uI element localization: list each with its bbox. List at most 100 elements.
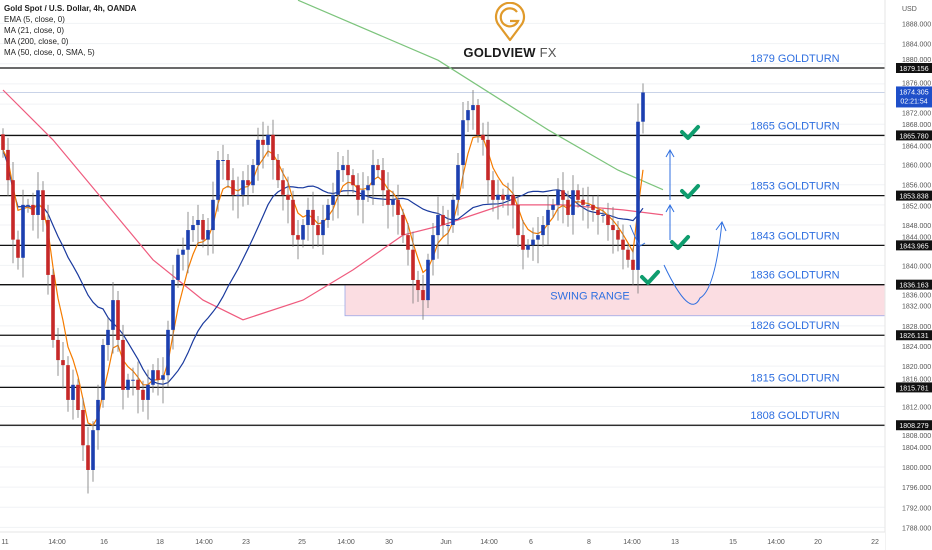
- y-tick-label: 1792.000: [902, 505, 931, 512]
- candle-down: [416, 279, 420, 291]
- current-price-tag: [896, 86, 932, 108]
- candle-down: [486, 139, 490, 181]
- candle-down: [386, 190, 390, 205]
- candle-down: [596, 209, 600, 215]
- candle-down: [616, 230, 620, 240]
- candle-up: [586, 204, 590, 206]
- candle-up: [126, 379, 130, 390]
- candle-down: [521, 235, 525, 250]
- candle-up: [36, 190, 40, 215]
- candle-up: [466, 110, 470, 121]
- candle-down: [501, 194, 505, 200]
- time-axis: [0, 532, 885, 550]
- candle-down: [566, 199, 570, 215]
- dip-arrow-icon: [629, 224, 646, 247]
- level-price-label: 1808.279: [899, 423, 928, 430]
- candle-down: [86, 445, 90, 470]
- candle-down: [311, 209, 315, 226]
- candle-down: [296, 235, 300, 240]
- indicator-ema5[interactable]: EMA (5, close, 0): [4, 15, 65, 24]
- logo-suffix: FX: [539, 45, 557, 60]
- goldturn-label: 1879 GOLDTURN: [750, 53, 839, 65]
- candle-up: [256, 139, 260, 166]
- candle-down: [421, 290, 425, 301]
- candle-down: [381, 170, 385, 191]
- candle-down: [516, 204, 520, 236]
- candle-down: [81, 409, 85, 446]
- candle-down: [46, 219, 50, 275]
- level-price-label: 1843.965: [899, 243, 928, 250]
- y-tick-label: 1824.000: [902, 344, 931, 351]
- up-arrow-icon: [665, 148, 675, 200]
- level-price-label: 1836.163: [899, 283, 928, 290]
- candle-up: [111, 300, 115, 330]
- goldturn-label: 1815 GOLDTURN: [750, 372, 839, 384]
- candle-up: [216, 160, 220, 200]
- candle-up: [96, 399, 100, 431]
- candle-up: [91, 430, 95, 470]
- candle-up: [526, 245, 530, 250]
- candle-up: [191, 225, 195, 231]
- candle-down: [76, 384, 80, 410]
- goldturn-label: 1853 GOLDTURN: [750, 181, 839, 193]
- indicator-ma50[interactable]: MA (50, close, 0, SMA, 5): [4, 48, 95, 57]
- y-tick-label: 1876.000: [902, 80, 931, 87]
- level-price-tag: [896, 382, 932, 393]
- level-price-label: 1865.780: [899, 133, 928, 140]
- candle-down: [226, 160, 230, 181]
- x-tick-label: Jun: [440, 539, 451, 546]
- candle-down: [141, 389, 145, 400]
- candle-up: [431, 235, 435, 260]
- x-tick-label: 14:00: [480, 539, 498, 546]
- candle-up: [236, 194, 240, 196]
- check-mark-icon: [680, 184, 700, 199]
- indicator-ma21[interactable]: MA (21, close, 0): [4, 26, 65, 35]
- level-price-label: 1815.781: [899, 385, 928, 392]
- bar-countdown-label: 02:21:54: [900, 98, 927, 105]
- x-tick-label: 14:00: [195, 539, 213, 546]
- y-tick-label: 1888.000: [902, 21, 931, 28]
- x-tick-label: 14:00: [623, 539, 641, 546]
- candle-down: [281, 180, 285, 195]
- candle-up: [336, 170, 340, 195]
- x-tick-label: 30: [385, 539, 393, 546]
- indicator-ma200[interactable]: MA (200, close, 0): [4, 37, 69, 46]
- logo-brand: GOLDVIEW: [463, 45, 536, 60]
- candle-up: [251, 165, 255, 186]
- x-tick-label: 11: [1, 539, 8, 546]
- y-tick-label: 1860.000: [902, 163, 931, 170]
- candle-up: [101, 344, 105, 400]
- level-price-tag: [896, 240, 932, 251]
- candle-down: [356, 185, 360, 200]
- candle-down: [231, 180, 235, 195]
- x-tick-label: 15: [729, 539, 737, 546]
- x-tick-label: 18: [156, 539, 164, 546]
- y-tick-label: 1848.000: [902, 223, 931, 230]
- x-tick-label: 14:00: [48, 539, 66, 546]
- candle-down: [66, 365, 70, 400]
- candle-up: [341, 165, 345, 171]
- candle-down: [491, 180, 495, 200]
- x-tick-label: 13: [671, 539, 679, 546]
- candle-up: [536, 235, 540, 240]
- candle-down: [576, 190, 580, 200]
- candle-up: [161, 375, 165, 380]
- candle-down: [1, 134, 5, 150]
- y-tick-label: 1828.000: [902, 324, 931, 331]
- candle-down: [606, 214, 610, 226]
- level-price-tag: [896, 330, 932, 341]
- candle-up: [301, 225, 305, 240]
- check-mark-icon: [640, 270, 660, 285]
- check-mark-icon: [680, 125, 700, 140]
- currency-label: USD: [902, 6, 917, 13]
- level-price-tag: [896, 190, 932, 201]
- level-price-label: 1826.131: [899, 333, 928, 340]
- candle-up: [531, 239, 535, 246]
- level-price-label: 1853.838: [899, 194, 928, 201]
- candle-down: [116, 300, 120, 340]
- x-tick-label: 20: [814, 539, 822, 546]
- y-tick-label: 1880.000: [902, 57, 931, 64]
- candle-down: [406, 235, 410, 250]
- candle-up: [371, 165, 375, 186]
